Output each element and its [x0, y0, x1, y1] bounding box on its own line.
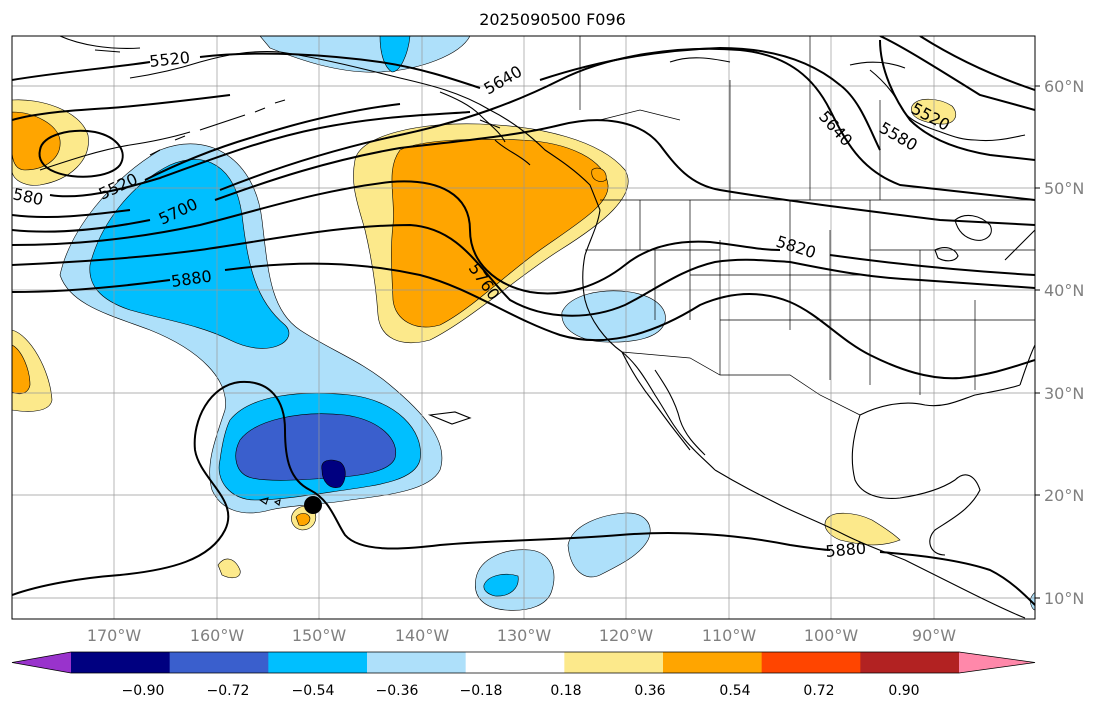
political-borders [579, 36, 1035, 416]
negative-patch-south-2 [483, 574, 519, 597]
lat-label-60n: 60°N [1044, 77, 1085, 96]
contour-5880 [12, 262, 1035, 380]
contour-5880-south [12, 380, 1035, 606]
colorbar-tick-label: 0.36 [634, 683, 666, 699]
colorbar-extend-low [12, 652, 71, 673]
contour-5580 [49, 39, 1035, 198]
lon-label-150w: 150°W [291, 626, 347, 645]
lon-label-100w: 100°W [803, 626, 859, 645]
colorbar-tick-label: 0.72 [803, 683, 835, 699]
colorbar-segment [268, 652, 368, 673]
contour-label: 5880 [825, 539, 867, 561]
contour-label: 5520 [148, 48, 190, 71]
colorbar-segment [564, 652, 664, 673]
positive-patch-hawaii-core [295, 513, 311, 526]
negative-region-medium [89, 159, 290, 349]
colorbar-tick-label: 0.90 [888, 683, 920, 699]
colorbar [11, 651, 1036, 674]
lon-label-120w: 120°W [598, 626, 654, 645]
negative-region-core [321, 459, 346, 488]
negative-patch-california [561, 290, 666, 343]
colorbar-segment [367, 652, 467, 673]
contour-5520-low [38, 129, 124, 178]
contour-5520-north [12, 52, 481, 89]
colorbar-tick-label: −0.72 [206, 683, 250, 699]
lat-label-10n: 10°N [1044, 589, 1085, 608]
colorbar-tick-label: −0.90 [121, 683, 165, 699]
lat-label-40n: 40°N [1044, 281, 1085, 300]
positive-patch-hudson [911, 98, 956, 125]
colorbar-tick-label: 0.54 [719, 683, 751, 699]
lon-label-110w: 110°W [701, 626, 757, 645]
lat-label-30n: 30°N [1044, 384, 1085, 403]
contour-5820 [12, 223, 1035, 317]
coastlines [39, 36, 1035, 619]
lat-label-20n: 20°N [1044, 486, 1085, 505]
colorbar-segment [169, 652, 269, 673]
negative-patch-north [259, 36, 471, 73]
height-contours [12, 36, 1035, 606]
positive-region-west-core [12, 111, 61, 171]
positive-patch-mexico [824, 512, 901, 546]
colorbar-tick-label: 0.18 [550, 683, 582, 699]
colorbar-segment [761, 652, 861, 673]
colorbar-tick-label: −0.36 [375, 683, 419, 699]
contour-west-2 [12, 180, 1035, 295]
lon-label-130w: 130°W [496, 626, 552, 645]
negative-region-dark [235, 413, 397, 481]
positive-patch-north-small [591, 167, 607, 182]
contour-5700 [12, 36, 1035, 233]
lat-label-50n: 50°N [1044, 179, 1085, 198]
colorbar-segment [71, 652, 171, 673]
negative-patch-south-3 [567, 512, 651, 578]
colorbar-extend-high [959, 652, 1035, 673]
contour-5640 [12, 36, 1035, 219]
plot-title: 2025090500 F096 [479, 10, 626, 29]
positive-region-medium [391, 139, 609, 328]
negative-anomaly-fields [59, 36, 1035, 611]
colorbar-segment [465, 652, 565, 673]
colorbar-segment [860, 652, 960, 673]
colorbar-tick-label: −0.18 [459, 683, 503, 699]
lat-ticks [1035, 85, 1040, 599]
colorbar-outline [11, 651, 1036, 674]
lon-label-140w: 140°W [394, 626, 450, 645]
lon-label-160w: 160°W [189, 626, 245, 645]
lon-label-170w: 170°W [86, 626, 142, 645]
storm-position-marker [304, 496, 322, 514]
colorbar-tick-label: −0.54 [291, 683, 335, 699]
map-frame [11, 35, 1036, 620]
colorbar-segment [663, 652, 763, 673]
lon-label-90w: 90°W [911, 626, 957, 645]
positive-patch-south [217, 558, 241, 579]
